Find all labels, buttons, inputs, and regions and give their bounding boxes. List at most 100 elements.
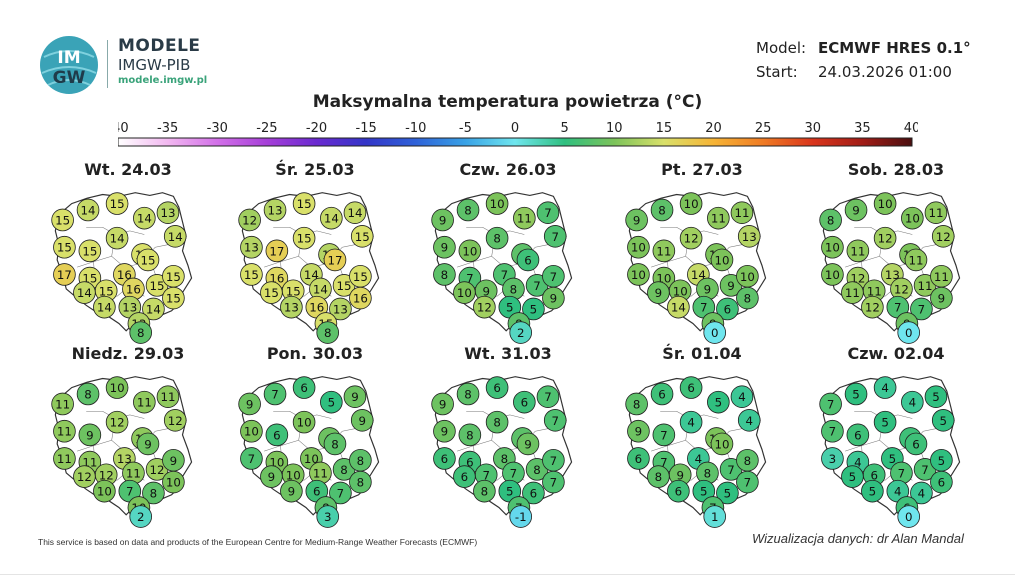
station-marker: 7 bbox=[542, 448, 565, 472]
station-circle bbox=[873, 226, 897, 250]
station-temp: 10 bbox=[673, 284, 688, 298]
station-temp: 11 bbox=[160, 390, 175, 404]
station-circle bbox=[667, 479, 690, 503]
station-temp: 10 bbox=[740, 270, 755, 284]
poland-map: 8101111111211912111111139121211129107810… bbox=[51, 376, 193, 528]
station-marker: 6 bbox=[930, 470, 953, 494]
station-circle bbox=[433, 235, 456, 259]
station-temp: 10 bbox=[166, 476, 181, 490]
station-marker: 7 bbox=[719, 458, 743, 481]
station-circle bbox=[485, 410, 509, 434]
station-marker: 5 bbox=[873, 410, 897, 434]
station-temp: 9 bbox=[704, 283, 712, 297]
station-temp: 6 bbox=[441, 452, 449, 466]
station-temp: 5 bbox=[938, 454, 946, 468]
station-marker: 10 bbox=[240, 419, 263, 443]
station-circle bbox=[53, 263, 76, 286]
station-marker: 14 bbox=[163, 224, 187, 248]
station-circle bbox=[240, 419, 263, 443]
station-temp: 11 bbox=[734, 206, 749, 220]
station-marker: 9 bbox=[162, 448, 185, 472]
station-temp: 12 bbox=[865, 301, 880, 315]
station-temp: 14 bbox=[313, 283, 328, 297]
station-circle bbox=[846, 239, 870, 263]
station-marker: 11 bbox=[513, 206, 536, 230]
model-info: Model: ECMWF HRES 0.1° Start: 24.03.2026 0… bbox=[756, 36, 971, 84]
station-circle bbox=[716, 481, 739, 505]
station-marker: 9 bbox=[431, 208, 454, 232]
station-circle bbox=[456, 382, 480, 406]
station-marker: 10 bbox=[736, 264, 759, 288]
station-temp: 8 bbox=[633, 397, 641, 411]
station-circle bbox=[730, 385, 754, 408]
station-marker: 15 bbox=[240, 263, 263, 286]
station-marker: 2 bbox=[129, 505, 153, 528]
ecmwf-notice: This service is based on data and produc… bbox=[38, 537, 478, 547]
color-scale-tick: -20 bbox=[306, 121, 327, 136]
station-temp: 10 bbox=[457, 286, 472, 300]
station-temp: 13 bbox=[284, 301, 299, 315]
station-marker: 8 bbox=[485, 226, 509, 250]
station-temp: 9 bbox=[86, 428, 94, 442]
station-temp: 8 bbox=[357, 454, 365, 468]
station-temp: 9 bbox=[441, 425, 449, 439]
day-title: Pon. 30.03 bbox=[266, 344, 364, 363]
station-temp: 7 bbox=[660, 428, 668, 442]
station-marker: 5 bbox=[930, 448, 953, 472]
day-title: Niedz. 29.03 bbox=[71, 344, 185, 363]
station-temp: 10 bbox=[462, 244, 477, 258]
station-marker: 6 bbox=[433, 447, 456, 470]
color-scale-tick: 25 bbox=[755, 121, 772, 136]
station-circle bbox=[897, 321, 921, 344]
station-temp: 15 bbox=[244, 268, 259, 282]
station-circle bbox=[627, 419, 650, 443]
station-marker: 8 bbox=[473, 479, 496, 503]
station-temp: 8 bbox=[501, 452, 509, 466]
station-temp: 8 bbox=[340, 463, 348, 477]
station-temp: 16 bbox=[117, 268, 132, 282]
station-marker: 11 bbox=[730, 201, 754, 224]
station-temp: 13 bbox=[160, 206, 175, 220]
station-circle bbox=[263, 382, 287, 406]
station-circle bbox=[458, 239, 482, 263]
station-temp: 6 bbox=[854, 428, 862, 442]
station-marker: 15 bbox=[260, 281, 283, 304]
station-temp: 7 bbox=[550, 476, 558, 490]
station-temp: 6 bbox=[938, 476, 946, 490]
station-temp: 13 bbox=[333, 302, 348, 316]
station-temp: 17 bbox=[327, 253, 342, 267]
day-title: Czw. 02.04 bbox=[847, 344, 945, 363]
day-title: Sob. 28.03 bbox=[847, 160, 945, 179]
station-marker: 15 bbox=[349, 264, 372, 288]
station-temp: 9 bbox=[676, 468, 684, 482]
station-marker: 13 bbox=[737, 224, 761, 248]
station-marker: 10 bbox=[873, 192, 897, 215]
station-temp: 11 bbox=[908, 253, 923, 267]
station-circle bbox=[513, 390, 536, 414]
station-temp: 12 bbox=[477, 301, 492, 315]
station-temp: 10 bbox=[631, 268, 646, 282]
station-circle bbox=[473, 295, 496, 319]
station-marker: 14 bbox=[142, 297, 165, 321]
station-marker: 15 bbox=[350, 224, 374, 248]
station-circle bbox=[707, 390, 730, 414]
station-temp: 15 bbox=[55, 213, 70, 227]
station-marker: 6 bbox=[513, 390, 536, 414]
brand-url[interactable]: modele.imgw.pl bbox=[118, 75, 208, 86]
station-temp: 6 bbox=[635, 452, 643, 466]
day-title: Wt. 24.03 bbox=[84, 160, 172, 179]
station-marker: 7 bbox=[736, 470, 759, 494]
station-temp: 6 bbox=[313, 485, 321, 499]
station-temp: 7 bbox=[510, 467, 518, 481]
station-temp: 13 bbox=[117, 452, 132, 466]
station-marker: 5 bbox=[931, 408, 955, 432]
day-title: Czw. 26.03 bbox=[459, 160, 557, 179]
station-temp: 9 bbox=[351, 390, 359, 404]
station-marker: 10 bbox=[679, 192, 703, 215]
station-circle bbox=[703, 505, 727, 528]
station-temp: 10 bbox=[110, 381, 125, 395]
station-circle bbox=[316, 505, 340, 528]
station-circle bbox=[343, 201, 367, 224]
station-temp: 5 bbox=[889, 452, 897, 466]
station-temp: 15 bbox=[99, 284, 114, 298]
